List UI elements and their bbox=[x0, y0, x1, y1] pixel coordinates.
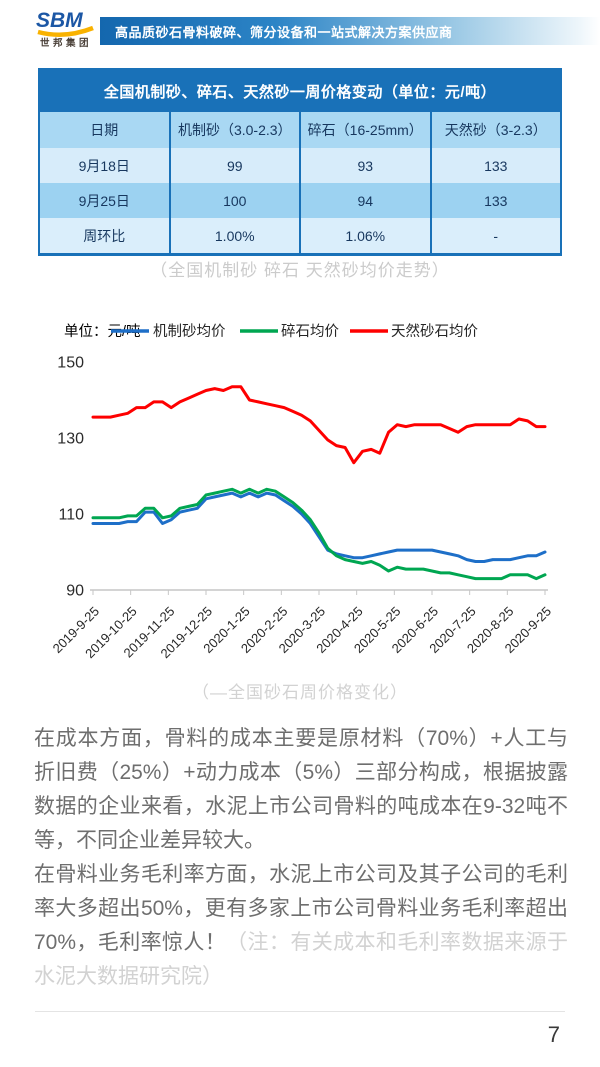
chart-caption: （—全国砂石周价格变化） bbox=[192, 683, 408, 702]
svg-text:90: 90 bbox=[66, 583, 84, 600]
paragraph-margin: 在骨料业务毛利率方面，水泥上市公司及其子公司的毛利率大多超出50%，更有多家上市… bbox=[34, 858, 568, 994]
cell-value: 1.06% bbox=[299, 218, 432, 255]
logo-swoosh bbox=[37, 25, 94, 37]
svg-text:130: 130 bbox=[57, 431, 84, 448]
cell-value: 93 bbox=[299, 148, 432, 183]
svg-text:机制砂均价: 机制砂均价 bbox=[153, 323, 226, 340]
table-row: 周环比 1.00% 1.06% - bbox=[38, 218, 562, 255]
svg-text:110: 110 bbox=[58, 507, 84, 524]
svg-text:单位：元/吨: 单位：元/吨 bbox=[64, 323, 141, 340]
svg-text:天然砂石均价: 天然砂石均价 bbox=[391, 323, 478, 340]
table-title: 全国机制砂、碎石、天然砂一周价格变动（单位：元/吨） bbox=[38, 69, 562, 112]
paragraph-margin-note: （注：有关成本和毛利率数据来源于水泥大数据研究院） bbox=[34, 931, 569, 988]
logo-subtext: 世邦集团 bbox=[40, 37, 92, 49]
paragraph-cost: 在成本方面，骨料的成本主要是原材料（70%）+人工与折旧费（25%）+动力成本（… bbox=[34, 727, 568, 852]
cell-value: 99 bbox=[168, 148, 301, 183]
sbm-logo-graphic: SBM 世邦集团 bbox=[36, 9, 94, 49]
cell-value: 133 bbox=[429, 148, 562, 183]
col-header-date: 日期 bbox=[38, 112, 171, 148]
banner-slogan: 高品质砂石骨料破碎、筛分设备和一站式解决方案供应商 bbox=[115, 24, 453, 40]
table-row: 9月25日 100 94 133 bbox=[38, 183, 562, 218]
table-title-row: 全国机制砂、碎石、天然砂一周价格变动（单位：元/吨） bbox=[38, 69, 562, 112]
svg-text:150: 150 bbox=[57, 355, 84, 372]
cell-date: 周环比 bbox=[38, 218, 171, 255]
col-header-machine-sand: 机制砂（3.0-2.3） bbox=[168, 112, 301, 148]
footer-divider bbox=[35, 1011, 565, 1012]
cell-value: 1.00% bbox=[168, 218, 301, 255]
cell-value: 133 bbox=[429, 183, 562, 218]
table-caption: （全国机制砂 碎石 天然砂均价走势） bbox=[150, 261, 450, 280]
page-number: 7 bbox=[547, 1022, 560, 1047]
paragraph-margin-main: 在骨料业务毛利率方面，水泥上市公司及其子公司的毛利率大多超出50%，更有多家上市… bbox=[34, 863, 568, 954]
cell-value: 94 bbox=[299, 183, 432, 218]
table-header-row: 日期 机制砂（3.0-2.3） 碎石（16-25mm） 天然砂（3-2.3） bbox=[38, 112, 562, 148]
sbm-logo: SBM 世邦集团 bbox=[33, 6, 99, 52]
logo-text: SBM bbox=[36, 9, 83, 32]
header-banner: 高品质砂石骨料破碎、筛分设备和一站式解决方案供应商 bbox=[100, 17, 600, 45]
article-body: 在成本方面，骨料的成本主要是原材料（70%）+人工与折旧费（25%）+动力成本（… bbox=[34, 722, 568, 994]
cell-date: 9月18日 bbox=[38, 148, 171, 183]
table-row: 9月18日 99 93 133 bbox=[38, 148, 562, 183]
price-trend-chart: 150130110902019-9-252019-10-252019-11-25… bbox=[50, 323, 555, 661]
cell-value: 100 bbox=[168, 183, 301, 218]
cell-date: 9月25日 bbox=[38, 183, 171, 218]
col-header-gravel: 碎石（16-25mm） bbox=[299, 112, 432, 148]
cell-value: - bbox=[429, 218, 562, 255]
svg-text:碎石均价: 碎石均价 bbox=[281, 323, 339, 340]
col-header-natural-sand: 天然砂（3-2.3） bbox=[429, 112, 562, 148]
price-change-table: 全国机制砂、碎石、天然砂一周价格变动（单位：元/吨） 日期 机制砂（3.0-2.… bbox=[38, 68, 562, 256]
